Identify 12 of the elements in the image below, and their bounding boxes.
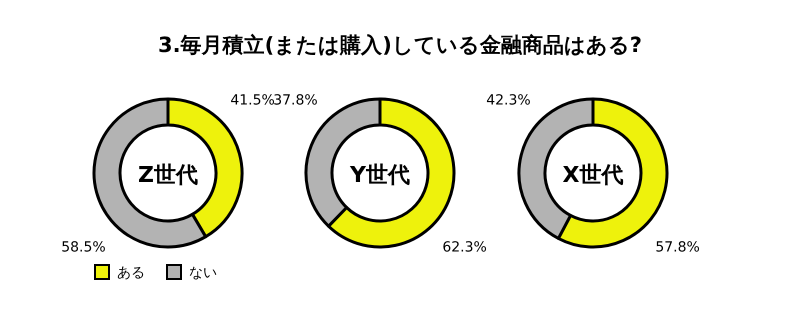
text: 3.毎月積立(または購入)している金融商品はある? <box>158 33 642 57</box>
legend-label: ある <box>117 265 145 281</box>
data-label: 37.8% <box>273 92 318 108</box>
legend-label: ない <box>189 265 217 281</box>
data-label: 62.3% <box>442 240 487 256</box>
text: X世代 <box>562 163 624 188</box>
data-label: 41.5% <box>230 92 275 108</box>
text: Y世代 <box>349 163 410 188</box>
data-label: 58.5% <box>61 240 106 256</box>
text: Z世代 <box>138 163 198 188</box>
data-label: 42.3% <box>486 92 531 108</box>
data-label: 57.8% <box>655 240 700 256</box>
